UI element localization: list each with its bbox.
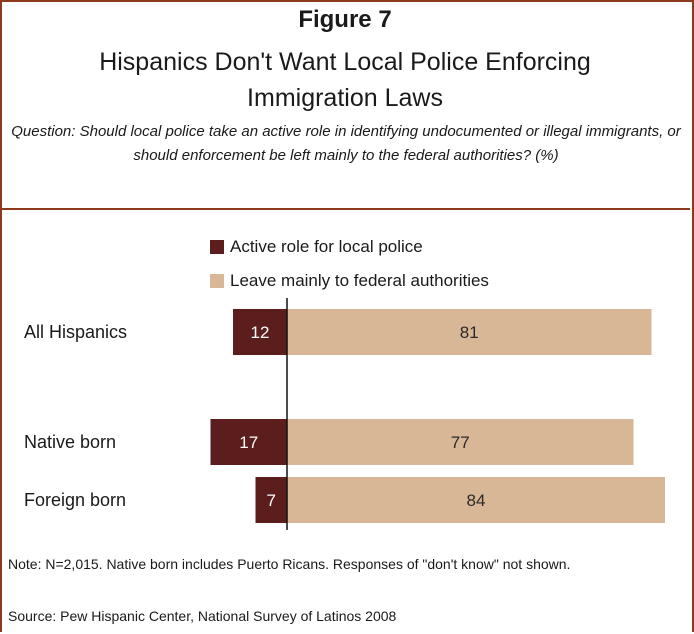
bar-chart: All Hispanics 12 81 Native born 17 77 Foreign … [24, 298, 665, 530]
value-label-active-all-hispanics: 12 [251, 323, 270, 342]
survey-question: Question: Should local police take an ac… [11, 123, 681, 164]
legend-label-active: Active role for local police [230, 237, 423, 256]
legend-item-federal: Leave mainly to federal authorities [210, 264, 489, 298]
figure-number: Figure 7 [298, 6, 392, 33]
category-label-all-hispanics: All Hispanics [24, 322, 127, 342]
chart-legend: Active role for local police Leave mainl… [210, 230, 489, 298]
bar-active-native-born [210, 419, 287, 465]
legend-label-federal: Leave mainly to federal authorities [230, 271, 489, 290]
chart-title: Hispanics Don't Want Local Police Enforc… [99, 48, 591, 112]
legend-swatch-active [210, 240, 224, 254]
legend-swatch-federal [210, 274, 224, 288]
bar-federal-all-hispanics [287, 309, 652, 355]
value-label-active-foreign-born: 7 [267, 491, 276, 510]
category-label-native-born: Native born [24, 432, 116, 452]
figure-header: Figure 7 Hispanics Don't Want Local Poli… [0, 0, 690, 210]
bar-active-all-hispanics [233, 309, 287, 355]
bar-federal-foreign-born [287, 477, 665, 523]
category-label-foreign-born: Foreign born [24, 490, 126, 510]
legend-item-active: Active role for local police [210, 230, 489, 264]
value-label-federal-foreign-born: 84 [467, 491, 486, 510]
bar-active-foreign-born [255, 477, 287, 523]
value-label-active-native-born: 17 [239, 433, 258, 452]
bar-federal-native-born [287, 419, 634, 465]
footnote: Note: N=2,015. Native born includes Puer… [8, 556, 571, 572]
value-label-federal-native-born: 77 [451, 433, 470, 452]
value-label-federal-all-hispanics: 81 [460, 323, 479, 342]
source-note: Source: Pew Hispanic Center, National Su… [8, 608, 397, 624]
